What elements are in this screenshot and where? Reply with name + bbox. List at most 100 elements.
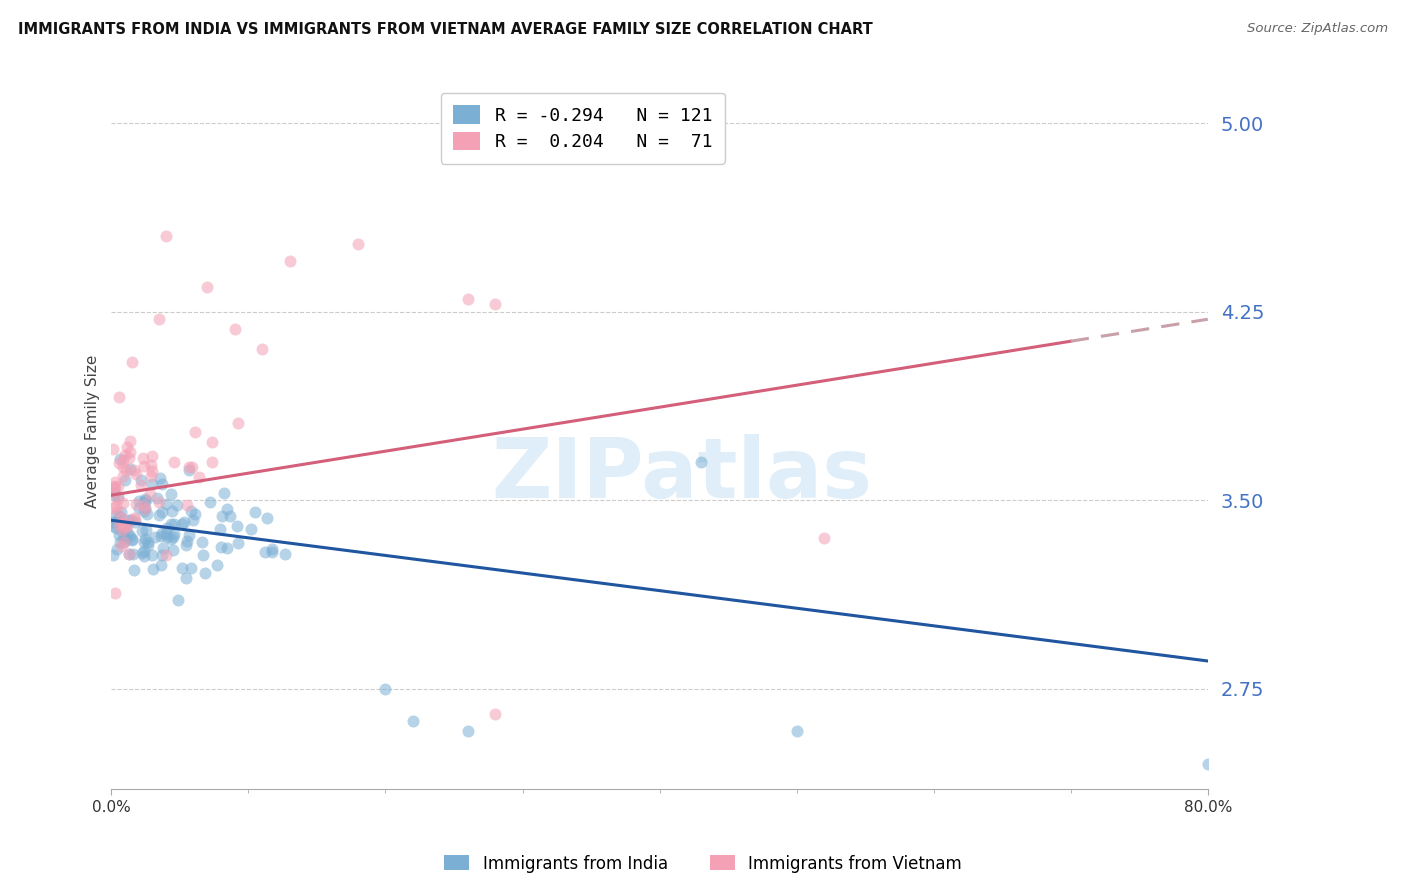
Point: [180, 503, 202, 517]
Point: [103, 480, 125, 494]
Point: [141, 477, 163, 491]
Point: [105, 499, 128, 513]
Point: [243, 505, 266, 519]
Point: [156, 521, 179, 535]
Point: [374, 681, 396, 696]
Point: [111, 452, 134, 467]
Point: [457, 292, 479, 306]
Point: [217, 502, 239, 516]
Point: [114, 521, 136, 535]
Point: [103, 481, 125, 495]
Point: [124, 467, 146, 482]
Point: [101, 500, 124, 515]
Point: [149, 470, 172, 484]
Point: [160, 486, 183, 500]
Point: [101, 485, 124, 500]
Point: [155, 548, 177, 562]
Point: [1197, 757, 1219, 772]
Point: [139, 487, 162, 501]
Point: [205, 558, 228, 572]
Point: [150, 505, 173, 519]
Point: [114, 534, 136, 549]
Point: [402, 714, 425, 729]
Point: [118, 434, 141, 448]
Point: [121, 533, 143, 548]
Point: [118, 445, 141, 459]
Point: [163, 526, 186, 541]
Point: [110, 539, 132, 553]
Point: [166, 593, 188, 607]
Point: [139, 458, 162, 472]
Point: [114, 532, 136, 546]
Point: [155, 527, 177, 541]
Point: [112, 529, 135, 543]
Point: [141, 464, 163, 478]
Point: [166, 498, 188, 512]
Point: [121, 532, 143, 546]
Point: [177, 528, 200, 542]
Point: [134, 492, 156, 507]
Point: [104, 475, 127, 490]
Point: [107, 491, 129, 506]
Point: [143, 530, 166, 544]
Point: [217, 541, 239, 555]
Point: [201, 455, 224, 469]
Point: [129, 473, 152, 487]
Point: [118, 451, 141, 466]
Point: [120, 513, 142, 527]
Point: [105, 541, 128, 556]
Point: [160, 516, 183, 531]
Point: [104, 586, 127, 600]
Point: [131, 450, 153, 465]
Point: [114, 519, 136, 533]
Point: [122, 547, 145, 561]
Point: [224, 322, 246, 336]
Point: [149, 529, 172, 543]
Point: [141, 449, 163, 463]
Point: [139, 469, 162, 483]
Point: [184, 425, 207, 439]
Legend: R = -0.294   N = 121, R =  0.204   N =  71: R = -0.294 N = 121, R = 0.204 N = 71: [440, 93, 725, 164]
Legend: Immigrants from India, Immigrants from Vietnam: Immigrants from India, Immigrants from V…: [437, 848, 969, 880]
Point: [132, 543, 155, 558]
Point: [347, 236, 370, 251]
Point: [134, 533, 156, 547]
Point: [274, 547, 297, 561]
Point: [162, 530, 184, 544]
Point: [115, 440, 138, 454]
Point: [260, 544, 283, 558]
Point: [124, 515, 146, 529]
Point: [122, 511, 145, 525]
Point: [101, 519, 124, 533]
Point: [162, 542, 184, 557]
Point: [135, 523, 157, 537]
Point: [117, 513, 139, 527]
Point: [110, 452, 132, 467]
Point: [107, 479, 129, 493]
Point: [150, 549, 173, 563]
Point: [122, 463, 145, 477]
Text: IMMIGRANTS FROM INDIA VS IMMIGRANTS FROM VIETNAM AVERAGE FAMILY SIZE CORRELATION: IMMIGRANTS FROM INDIA VS IMMIGRANTS FROM…: [18, 22, 873, 37]
Point: [226, 536, 249, 550]
Point: [181, 460, 204, 475]
Point: [201, 435, 224, 450]
Point: [115, 463, 138, 477]
Point: [155, 497, 177, 511]
Point: [150, 477, 173, 491]
Point: [134, 501, 156, 516]
Point: [181, 513, 204, 527]
Point: [111, 523, 134, 537]
Point: [114, 530, 136, 544]
Point: [112, 516, 135, 530]
Point: [128, 501, 150, 516]
Point: [111, 496, 134, 510]
Point: [148, 508, 170, 523]
Point: [124, 497, 146, 511]
Point: [110, 505, 132, 519]
Point: [114, 473, 136, 487]
Point: [136, 538, 159, 552]
Text: ZIPatlas: ZIPatlas: [491, 434, 872, 515]
Point: [118, 529, 141, 543]
Point: [117, 527, 139, 541]
Point: [135, 492, 157, 507]
